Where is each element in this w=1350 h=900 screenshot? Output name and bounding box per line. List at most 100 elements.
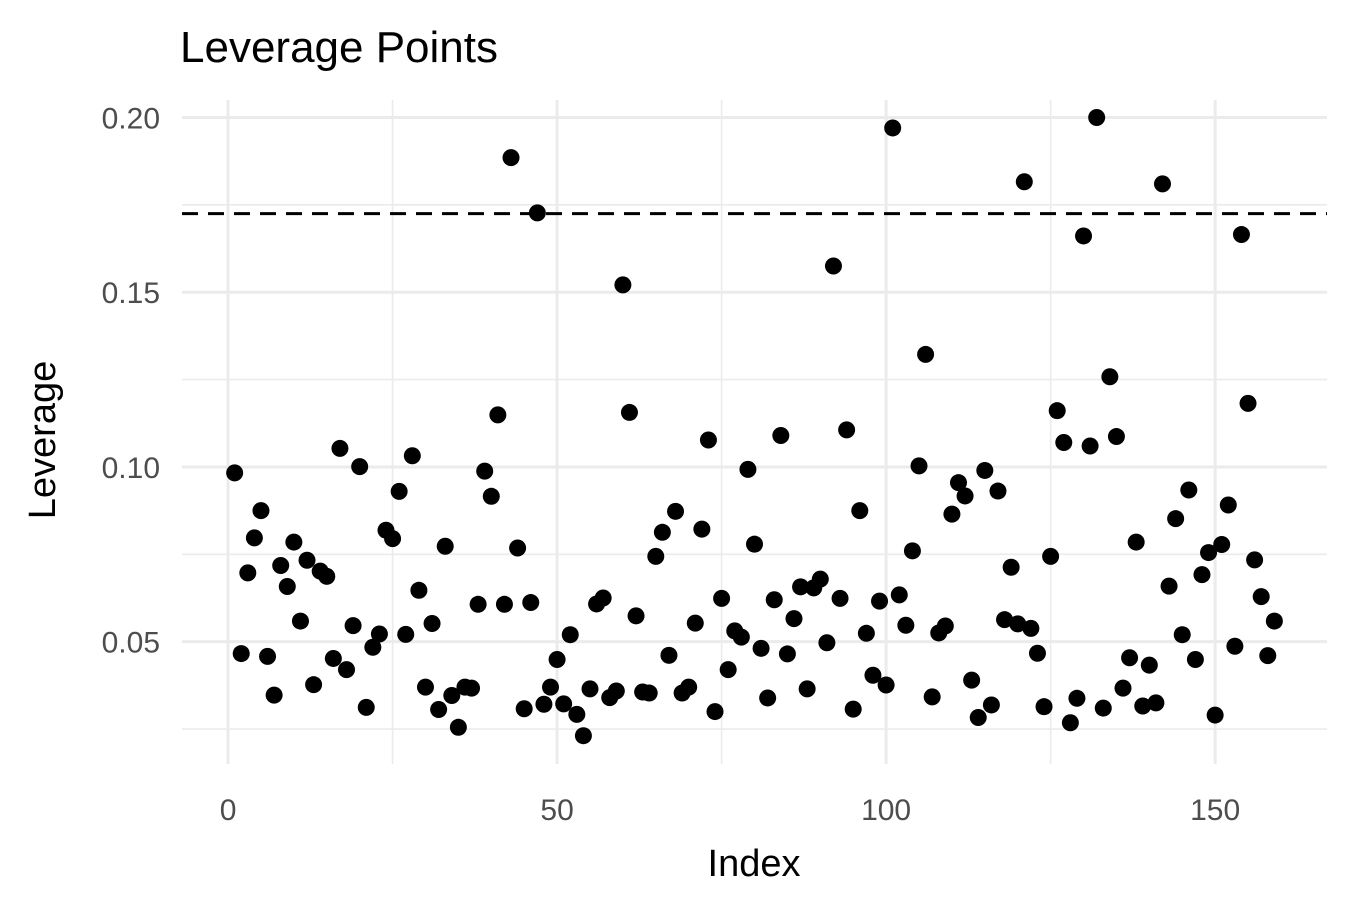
data-point (305, 676, 323, 694)
data-point (1009, 615, 1027, 633)
data-point (759, 689, 777, 707)
data-point (903, 542, 921, 560)
data-point (226, 464, 244, 482)
data-point (265, 686, 283, 704)
data-point (574, 727, 592, 745)
data-point (1081, 437, 1099, 455)
data-point (1219, 496, 1237, 514)
data-point (956, 487, 974, 505)
data-point (318, 567, 336, 585)
data-point (1239, 394, 1257, 412)
data-point (272, 556, 290, 574)
data-point (1055, 433, 1073, 451)
data-point (680, 678, 698, 696)
data-point (785, 610, 803, 628)
data-point (653, 523, 671, 541)
data-point (739, 460, 757, 478)
data-point (963, 671, 981, 689)
data-point (1232, 226, 1250, 244)
data-point (390, 482, 408, 500)
data-point (1022, 619, 1040, 637)
data-point (1140, 656, 1158, 674)
data-point (1147, 694, 1165, 712)
data-point (719, 661, 737, 679)
data-point (568, 705, 586, 723)
data-point (542, 678, 560, 696)
data-point (463, 679, 481, 697)
data-point (976, 461, 994, 479)
data-point (1167, 510, 1185, 528)
data-point (640, 684, 658, 702)
data-point (686, 614, 704, 632)
data-point (331, 439, 349, 457)
data-point (1186, 651, 1204, 669)
x-axis-title: Index (708, 843, 801, 885)
data-point (469, 595, 487, 613)
data-point (1226, 637, 1244, 655)
data-point (1107, 428, 1125, 446)
data-point (693, 520, 711, 538)
data-point (871, 592, 889, 610)
data-point (627, 607, 645, 625)
data-point (1042, 547, 1060, 565)
data-point (844, 700, 862, 718)
y-tick-label: 0.20 (102, 102, 160, 135)
y-tick-label: 0.10 (102, 452, 160, 485)
data-point (1259, 647, 1277, 665)
data-point (443, 687, 461, 705)
data-point (772, 426, 790, 444)
data-point (1200, 544, 1218, 562)
data-point (344, 617, 362, 635)
data-point (1213, 536, 1231, 554)
data-point (792, 578, 810, 596)
data-point (607, 682, 625, 700)
data-point (278, 577, 296, 595)
data-point (699, 431, 717, 449)
data-point (370, 625, 388, 643)
data-point (502, 149, 520, 167)
data-point (423, 615, 441, 633)
data-point (982, 696, 1000, 714)
data-point (917, 345, 935, 363)
data-point (594, 589, 612, 607)
data-point (620, 403, 638, 421)
data-point (1252, 588, 1270, 606)
data-point (548, 651, 566, 669)
data-point (897, 616, 915, 634)
data-point (535, 695, 553, 713)
data-point (936, 617, 954, 635)
data-point (660, 646, 678, 664)
data-point (713, 589, 731, 607)
data-point (410, 581, 428, 599)
data-point (857, 624, 875, 642)
data-point (252, 502, 270, 520)
data-point (1088, 108, 1106, 126)
data-point (476, 462, 494, 480)
data-point (298, 551, 316, 569)
data-point (384, 530, 402, 548)
data-point (943, 505, 961, 523)
data-point (1121, 649, 1139, 667)
data-point (811, 570, 829, 588)
data-point (436, 537, 454, 555)
data-point (285, 533, 303, 551)
data-point (667, 502, 685, 520)
data-point (1028, 644, 1046, 662)
data-point (746, 535, 763, 553)
data-point (614, 276, 632, 294)
data-point (357, 698, 375, 716)
data-point (1101, 368, 1119, 386)
data-point (324, 649, 342, 667)
data-point (1127, 533, 1145, 551)
data-point (1160, 577, 1178, 595)
data-point (884, 119, 902, 137)
data-point (291, 612, 309, 630)
data-point (259, 647, 277, 665)
y-tick-label: 0.05 (102, 627, 160, 660)
tick-labels: 0 50 100 150 0.05 0.10 0.15 0.20 (102, 102, 1241, 827)
data-point (581, 680, 599, 698)
data-point (798, 680, 816, 698)
data-point (969, 709, 987, 727)
data-point (1094, 699, 1112, 717)
data-point (1180, 481, 1198, 499)
